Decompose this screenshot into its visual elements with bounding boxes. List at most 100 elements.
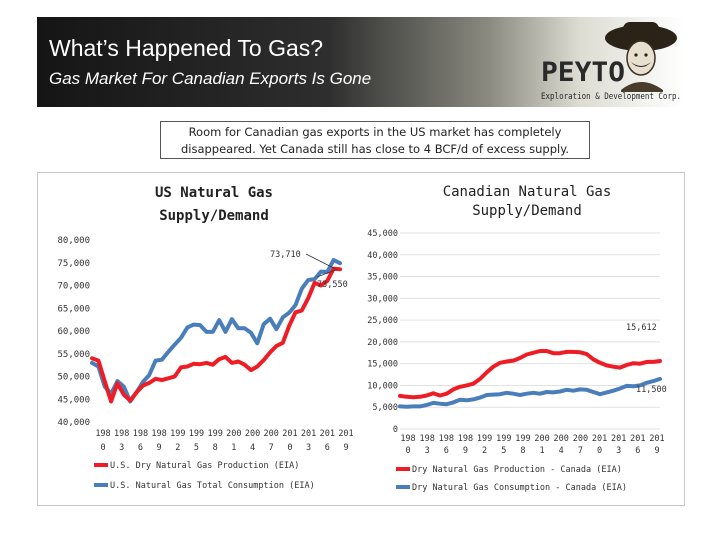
ca-x-tick-label-suffix: 0	[405, 446, 410, 456]
us-data-label-leader	[305, 253, 336, 269]
us-y-tick-label: 80,000	[57, 236, 90, 246]
ca-x-tick-label: 198	[400, 434, 415, 444]
peyto-logo: PEYTO Exploration & Development Corp.	[541, 22, 681, 102]
callout-line-1: Room for Canadian gas exports in the US …	[188, 125, 562, 139]
us-x-tick-label-suffix: 9	[157, 443, 162, 453]
us-data-label: 73,550	[317, 280, 348, 290]
us-series-line-production	[90, 266, 342, 404]
ca-x-tick-label: 201	[630, 434, 645, 444]
ca-x-tick-label: 200	[534, 434, 549, 444]
us-x-tick-label-suffix: 6	[325, 443, 330, 453]
ca-legend-label: Dry Natural Gas Production - Canada (EIA…	[412, 465, 622, 475]
us-x-tick-label: 199	[207, 429, 222, 439]
us-y-tick-label: 60,000	[57, 327, 90, 337]
us-data-label-leader	[316, 268, 337, 278]
us-x-tick-label: 198	[151, 429, 166, 439]
us-x-tick-label: 199	[170, 429, 185, 439]
ca-y-tick-label: 25,000	[367, 316, 398, 326]
us-x-tick-label-suffix: 1	[231, 443, 236, 453]
slide-subtitle: Gas Market For Canadian Exports Is Gone	[49, 69, 372, 88]
ca-chart-title-line-1: Canadian Natural Gas	[443, 184, 612, 200]
ca-x-tick-label-suffix: 2	[482, 446, 487, 456]
logo-tagline: Exploration & Development Corp.	[541, 92, 681, 102]
us-x-tick-label: 198	[133, 429, 148, 439]
ca-y-tick-label: 5,000	[372, 403, 398, 413]
ca-x-tick-label: 201	[611, 434, 626, 444]
ca-x-tick-label-suffix: 9	[654, 446, 659, 456]
ca-x-tick-label: 198	[439, 434, 454, 444]
ca-x-tick-label-suffix: 0	[597, 446, 602, 456]
ca-x-tick-label-suffix: 9	[463, 446, 468, 456]
us-y-tick-label: 75,000	[57, 259, 90, 269]
us-x-tick-label: 200	[245, 429, 260, 439]
us-x-tick-label: 199	[189, 429, 204, 439]
ca-x-tick-label-suffix: 3	[616, 446, 621, 456]
us-x-tick-label-suffix: 7	[269, 443, 274, 453]
ca-data-label: 11,500	[636, 385, 667, 395]
ca-x-tick-label-suffix: 8	[520, 446, 525, 456]
ca-x-tick-label: 200	[554, 434, 569, 444]
ca-y-tick-label: 15,000	[367, 360, 398, 370]
us-x-tick-label-suffix: 3	[119, 443, 124, 453]
ca-x-tick-label: 201	[592, 434, 607, 444]
ca-y-tick-label: 35,000	[367, 273, 398, 283]
ca-x-tick-label: 198	[419, 434, 434, 444]
ca-x-tick-label: 199	[496, 434, 511, 444]
us-x-tick-label-suffix: 0	[100, 443, 105, 453]
us-x-tick-label: 198	[114, 429, 129, 439]
us-x-tick-label: 201	[301, 429, 316, 439]
us-x-tick-label-suffix: 3	[306, 443, 311, 453]
ca-x-tick-label-suffix: 5	[501, 446, 506, 456]
us-y-tick-label: 40,000	[57, 418, 90, 428]
us-x-tick-label: 201	[338, 429, 353, 439]
us-chart-title-line-1: US Natural Gas	[155, 185, 273, 201]
ca-x-tick-label-suffix: 1	[540, 446, 545, 456]
logo-figure	[605, 22, 677, 92]
us-x-tick-label-suffix: 4	[250, 443, 255, 453]
ca-y-tick-label: 40,000	[367, 251, 398, 261]
charts-panel	[37, 172, 685, 506]
us-y-tick-label: 65,000	[57, 304, 90, 314]
ca-legend-label: Dry Natural Gas Consumption - Canada (EI…	[412, 483, 627, 493]
us-series-line-consumption	[90, 258, 342, 404]
title-banner: What’s Happened To Gas? Gas Market For C…	[37, 17, 683, 107]
ca-y-tick-label: 10,000	[367, 381, 398, 391]
us-x-tick-label: 200	[264, 429, 279, 439]
ca-x-tick-label: 199	[515, 434, 530, 444]
us-legend-label: U.S. Natural Gas Total Consumption (EIA)	[110, 481, 315, 491]
ca-y-tick-label: 20,000	[367, 338, 398, 348]
us-y-tick-label: 45,000	[57, 395, 90, 405]
us-y-tick-label: 50,000	[57, 373, 90, 383]
us-gas-chart: US Natural Gas Supply/Demand 80,000 75,000 7…	[57, 185, 353, 491]
ca-y-tick-label: 0	[393, 425, 398, 435]
ca-x-tick-label: 198	[458, 434, 473, 444]
ca-x-tick-label-suffix: 6	[444, 446, 449, 456]
ca-x-tick-label-suffix: 3	[425, 446, 430, 456]
ca-x-tick-label-suffix: 6	[635, 446, 640, 456]
ca-x-tick-label: 201	[649, 434, 664, 444]
ca-chart-title-line-2: Supply/Demand	[472, 203, 582, 219]
us-chart-title-line-2: Supply/Demand	[159, 208, 269, 224]
us-x-tick-label: 201	[282, 429, 297, 439]
us-data-label: 73,710	[270, 250, 301, 260]
us-y-tick-label: 55,000	[57, 350, 90, 360]
ca-data-label: 15,612	[626, 323, 657, 333]
ca-x-tick-label: 199	[477, 434, 492, 444]
us-x-tick-label: 200	[226, 429, 241, 439]
slide-title: What’s Happened To Gas?	[49, 35, 324, 61]
us-x-tick-label: 201	[320, 429, 335, 439]
ca-series-line-consumption	[398, 376, 662, 409]
ca-series-line-production	[398, 349, 662, 400]
ca-y-tick-label: 45,000	[367, 229, 398, 239]
us-x-tick-label-suffix: 2	[175, 443, 180, 453]
us-x-tick-label-suffix: 8	[213, 443, 218, 453]
ca-x-tick-label-suffix: 7	[578, 446, 583, 456]
us-x-tick-label-suffix: 6	[138, 443, 143, 453]
us-y-tick-label: 70,000	[57, 282, 90, 292]
logo-wordmark: PEYTO	[541, 57, 625, 88]
callout-line-2: disappeared. Yet Canada still has close …	[180, 142, 570, 156]
us-x-tick-label-suffix: 9	[343, 443, 348, 453]
ca-y-tick-label: 30,000	[367, 294, 398, 304]
ca-x-tick-label-suffix: 4	[559, 446, 564, 456]
